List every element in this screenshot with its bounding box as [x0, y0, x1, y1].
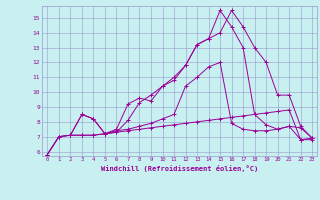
X-axis label: Windchill (Refroidissement éolien,°C): Windchill (Refroidissement éolien,°C) [100, 165, 258, 172]
